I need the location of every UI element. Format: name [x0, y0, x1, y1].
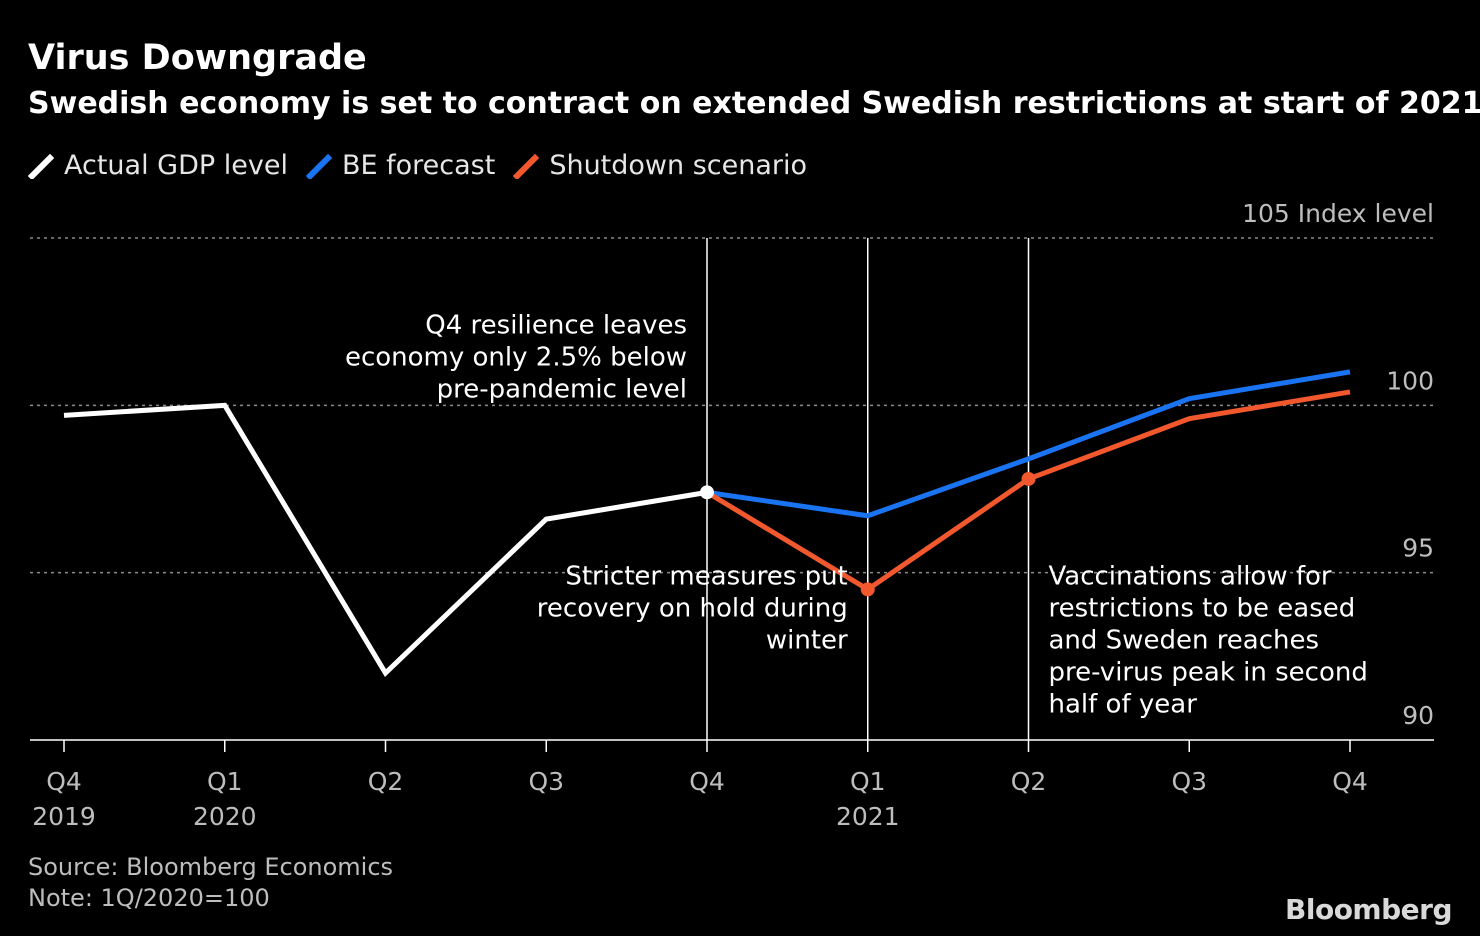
legend-label-actual: Actual GDP level: [64, 150, 288, 181]
annotation-text: Stricter measures put: [565, 562, 847, 592]
series-line-actual-gdp-level: [63, 402, 708, 678]
annotation-text: recovery on hold during: [537, 594, 848, 624]
y-tick-label: 90: [1402, 701, 1434, 730]
x-tick-label-quarter: Q3: [528, 767, 564, 796]
legend-swatch-forecast: [305, 153, 332, 179]
x-tick-label-year: 2019: [32, 802, 96, 831]
legend-swatch-actual: [28, 153, 54, 179]
y-tick-label: 100: [1386, 366, 1434, 395]
annotation-text: half of year: [1049, 690, 1198, 720]
data-point-shutdown-scenario: [860, 582, 875, 597]
bloomberg-logo: Bloomberg: [1285, 893, 1452, 926]
annotation-text: economy only 2.5% below: [345, 343, 687, 373]
legend-label-shutdown: Shutdown scenario: [549, 150, 807, 181]
x-tick-label-quarter: Q2: [1011, 767, 1047, 796]
chart-subtitle: Swedish economy is set to contract on ex…: [28, 86, 1480, 121]
annotation-text: Vaccinations allow for: [1049, 562, 1332, 592]
index-note: Note: 1Q/2020=100: [28, 884, 270, 912]
x-tick-label-quarter: Q4: [689, 767, 725, 796]
legend-item-shutdown: Shutdown scenario: [513, 150, 807, 181]
legend-swatch-shutdown: [513, 153, 540, 179]
annotation-text: and Sweden reaches: [1049, 626, 1320, 656]
x-tick-label-quarter: Q3: [1171, 767, 1207, 796]
x-tick-label-quarter: Q1: [207, 767, 243, 796]
legend-item-actual: Actual GDP level: [28, 150, 288, 181]
annotation-text: Q4 resilience leaves: [425, 311, 687, 341]
y-tick-label: 95: [1402, 534, 1434, 563]
x-tick-label-quarter: Q4: [46, 767, 82, 796]
y-tick-label: 105 Index level: [1242, 199, 1434, 228]
data-point-shutdown-scenario: [1021, 471, 1036, 486]
source-note: Source: Bloomberg Economics: [28, 853, 394, 881]
x-tick-label-quarter: Q1: [850, 767, 886, 796]
x-tick-label-year: 2020: [193, 802, 257, 831]
chart-title: Virus Downgrade: [28, 38, 367, 78]
annotation-text: winter: [766, 626, 848, 656]
legend-item-forecast: BE forecast: [305, 150, 496, 181]
legend-label-forecast: BE forecast: [341, 150, 496, 181]
legend: Actual GDP level BE forecast Shutdown sc…: [28, 150, 807, 181]
x-tick-label-quarter: Q2: [368, 767, 404, 796]
annotation-text: pre-virus peak in second: [1049, 658, 1368, 688]
annotation-text: restrictions to be eased: [1049, 594, 1356, 624]
annotation-text: pre-pandemic level: [437, 375, 687, 405]
x-tick-label-quarter: Q4: [1332, 767, 1368, 796]
x-tick-label-year: 2021: [836, 802, 900, 831]
